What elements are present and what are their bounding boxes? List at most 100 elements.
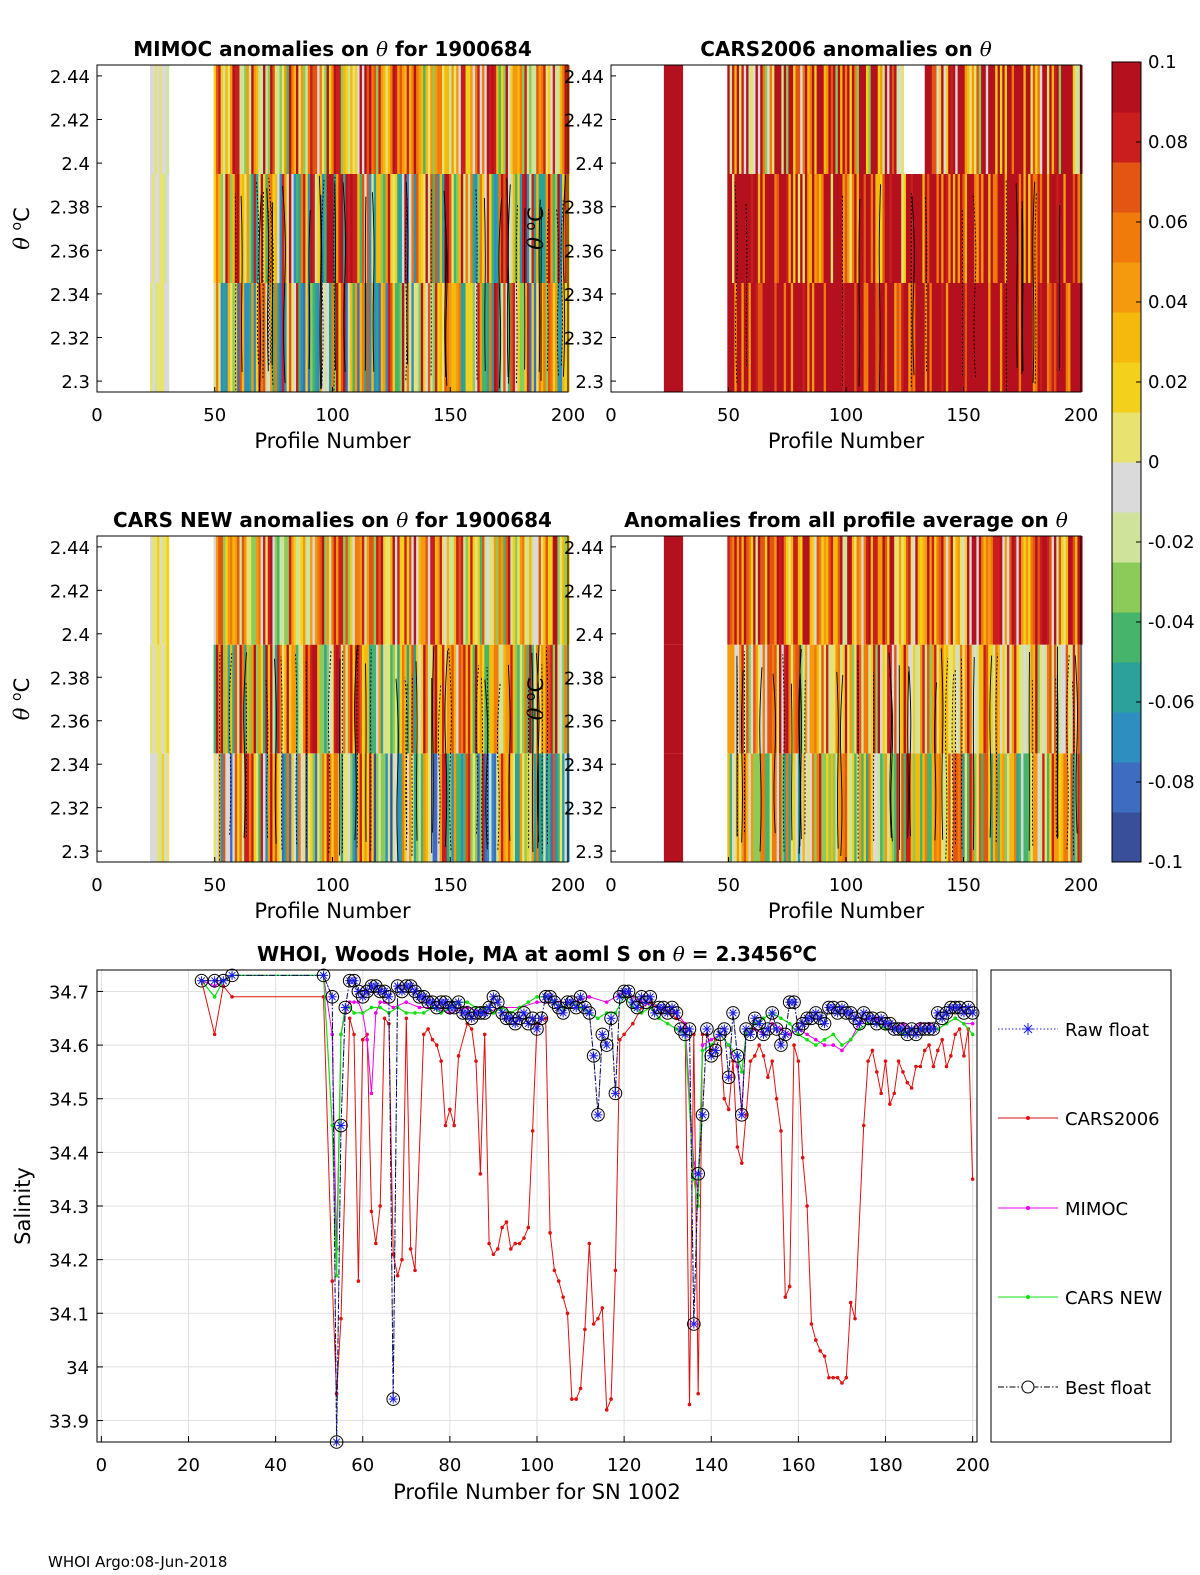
heatmap-cell [743, 65, 747, 174]
panel-title: CARS NEW anomalies on θ for 1900684 [113, 508, 552, 532]
heatmap-cell [387, 283, 391, 392]
heatmap-cell [260, 644, 264, 754]
heatmap-cell [861, 65, 865, 174]
x-tick-label: 200 [1064, 875, 1098, 896]
heatmap-cell [317, 536, 320, 645]
raw-float-star-stroke [690, 1320, 698, 1328]
raw-float-star-stroke [677, 1025, 685, 1033]
heatmap-cell [369, 283, 372, 392]
heatmap-cell [557, 753, 561, 862]
heatmap-cell [465, 283, 469, 392]
heatmap-cell [884, 644, 888, 754]
raw-float-star-stroke [624, 987, 633, 996]
heatmap-cell [430, 174, 433, 283]
heatmap-cell [967, 65, 970, 174]
heatmap-cell [837, 644, 841, 754]
heatmap-cell [277, 283, 280, 392]
legend-label: CARS NEW [1065, 1288, 1162, 1309]
heatmap-cell [547, 174, 551, 283]
point-raw-float [362, 986, 372, 996]
point-best-float [543, 990, 557, 1004]
point-cars-new [413, 1011, 417, 1015]
heatmap-cell [434, 174, 438, 283]
point-raw-float [397, 986, 407, 996]
heatmap-cell [887, 536, 890, 645]
heatmap-cell [536, 536, 539, 645]
heatmap-cell [449, 283, 452, 392]
point-cars2006 [378, 1204, 382, 1208]
ylabel-unit: C [524, 678, 548, 693]
heatmap-cell [858, 283, 862, 392]
point-cars-new [739, 1070, 744, 1074]
heatmap-cell [804, 283, 808, 392]
heatmap-cell [409, 644, 412, 754]
heatmap-cell [818, 536, 822, 645]
heatmap-cell [1044, 644, 1048, 754]
raw-float-star-stroke [899, 1025, 907, 1033]
heatmap-cell [675, 174, 679, 283]
point-cars2006 [430, 1037, 435, 1042]
y-tick-label: 2.4 [575, 154, 604, 175]
heatmap-cell [423, 283, 426, 392]
heatmap-cell [460, 65, 464, 174]
heatmap-cell [983, 65, 987, 174]
raw-float-star-stroke [511, 1019, 519, 1028]
heatmap-cell [800, 283, 803, 392]
heatmap-cell [800, 174, 803, 283]
heatmap-cell [279, 283, 283, 392]
heatmap-cell [328, 65, 332, 174]
contour-line [266, 188, 270, 372]
heatmap-cell [434, 283, 438, 392]
heatmap-cell [453, 174, 457, 283]
point-best-float [377, 984, 392, 999]
contour-line [734, 182, 738, 383]
heatmap-cell [451, 174, 455, 283]
heatmap-cell [314, 65, 318, 174]
heatmap-cell [380, 753, 384, 862]
contour-line [258, 194, 262, 392]
heatmap-cell [472, 644, 476, 754]
heatmap-cell [152, 753, 156, 862]
heatmap-cell [1030, 644, 1034, 754]
point-raw-float [711, 1045, 721, 1055]
point-cars2006 [909, 1086, 914, 1090]
heatmap-cell [255, 174, 259, 283]
point-mimoc [347, 1000, 352, 1004]
point-cars-new [848, 1037, 853, 1042]
heatmap-cell [361, 65, 365, 174]
heatmap-cell [157, 753, 160, 862]
heatmap-cell [239, 536, 243, 645]
point-raw-float [589, 1051, 599, 1061]
heatmap-cell [310, 536, 313, 645]
heatmap-cell [536, 283, 539, 392]
heatmap-cell [277, 644, 280, 754]
heatmap-cell [762, 536, 766, 645]
point-cars2006 [761, 1054, 766, 1058]
heatmap-cell [851, 283, 855, 392]
point-cars2006 [400, 1257, 404, 1262]
contour-line [506, 178, 509, 378]
heatmap-cell [882, 753, 886, 862]
heatmap-cell [826, 283, 829, 392]
heatmap-cell [988, 283, 991, 392]
heatmap-cell [263, 536, 266, 645]
contour-line [318, 175, 322, 390]
heatmap-cell [467, 65, 471, 174]
point-raw-float [737, 1110, 747, 1120]
point-best-float [382, 990, 396, 1004]
heatmap-cell [999, 644, 1003, 754]
heatmap-cell [383, 283, 386, 392]
point-mimoc [683, 1021, 687, 1026]
heatmap-cell [418, 65, 422, 174]
raw-float-star-stroke [433, 1003, 441, 1012]
heatmap-cell [510, 174, 514, 283]
heatmap-cell [279, 536, 283, 645]
heatmap-cell [955, 536, 959, 645]
heatmap-cell [807, 283, 810, 392]
raw-float-star-stroke [616, 993, 624, 1001]
heatmap-cell [915, 644, 919, 754]
heatmap-cell [673, 283, 677, 392]
heatmap-cell [882, 536, 886, 645]
heatmap-cell [300, 283, 304, 392]
point-mimoc [770, 1021, 775, 1026]
